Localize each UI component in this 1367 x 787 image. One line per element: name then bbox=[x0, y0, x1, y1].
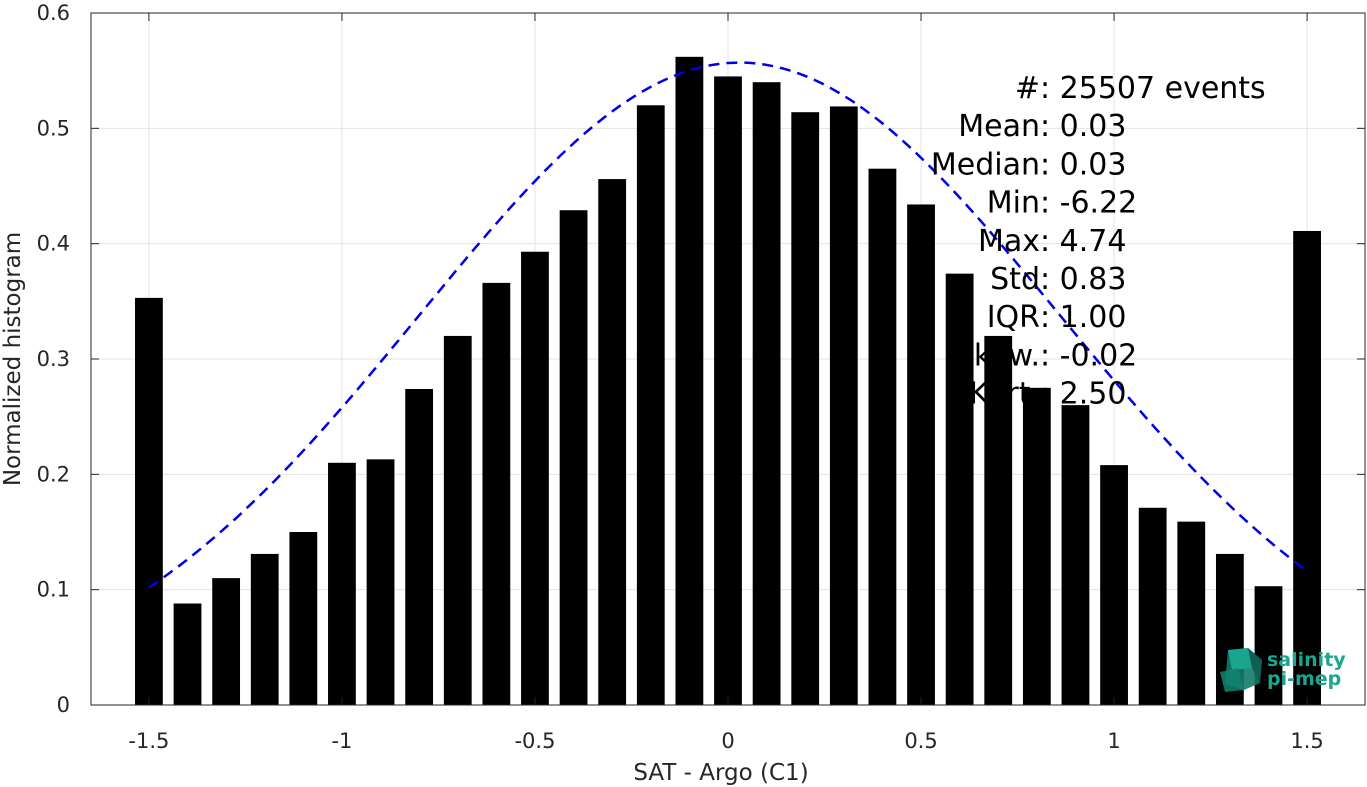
histogram-bar bbox=[1293, 230, 1321, 706]
stat-value: : 0.03 bbox=[1040, 147, 1126, 182]
y-tick-label: 0.1 bbox=[37, 578, 70, 602]
histogram-bar bbox=[1022, 387, 1051, 705]
histogram-bar bbox=[135, 297, 163, 705]
salinity-pi-mep-logo: salinity pi-mep bbox=[1220, 648, 1346, 692]
stat-key: Min bbox=[987, 186, 1040, 221]
stat-value: : 25507 events bbox=[1040, 71, 1266, 106]
stat-value: : 1.00 bbox=[1040, 300, 1126, 335]
histogram-bars bbox=[135, 56, 1321, 706]
x-tick-label: 1.5 bbox=[1290, 729, 1323, 753]
histogram-bar bbox=[443, 335, 472, 705]
histogram-bar bbox=[1100, 465, 1128, 705]
x-tick-label: 0.5 bbox=[904, 729, 937, 753]
stat-value: : 4.74 bbox=[1040, 224, 1126, 259]
histogram-bar bbox=[714, 76, 742, 705]
stat-key: # bbox=[1015, 71, 1040, 106]
histogram-bar bbox=[212, 578, 241, 705]
gaussian-fit-curve bbox=[148, 61, 1308, 589]
histogram-bar bbox=[636, 105, 665, 706]
histogram-bar bbox=[250, 553, 279, 705]
stat-key: Mean bbox=[958, 109, 1040, 144]
histogram-bar bbox=[482, 282, 511, 705]
histogram-bar bbox=[791, 112, 820, 706]
stat-value: : 2.50 bbox=[1040, 377, 1126, 412]
histogram-bar bbox=[1061, 405, 1090, 705]
histogram-bar bbox=[675, 56, 704, 706]
cube-logo-icon bbox=[1220, 648, 1262, 692]
histogram-bar bbox=[559, 210, 588, 705]
histogram-bar bbox=[405, 388, 434, 705]
y-axis-title: Normalized histogram bbox=[0, 232, 26, 486]
histogram-bar bbox=[945, 273, 974, 705]
x-tick-label: 1 bbox=[1107, 729, 1120, 753]
histogram-bar bbox=[1138, 507, 1167, 705]
histogram-bar bbox=[521, 251, 549, 706]
x-axis-title: SAT - Argo (C1) bbox=[633, 760, 808, 786]
y-tick-label: 0.3 bbox=[37, 347, 70, 371]
y-tick-label: 0.6 bbox=[37, 1, 70, 25]
stat-key: Max bbox=[978, 224, 1040, 259]
histogram-bar bbox=[829, 106, 858, 706]
x-tick-label: -1 bbox=[331, 729, 352, 753]
histogram-bar bbox=[598, 179, 627, 705]
histogram-bar bbox=[1177, 521, 1206, 705]
logo-text-line1: salinity bbox=[1267, 649, 1346, 671]
stat-key: Skew. bbox=[955, 338, 1040, 373]
stat-key: Std bbox=[990, 262, 1040, 297]
y-tick-label: 0.2 bbox=[37, 462, 70, 486]
histogram-bar bbox=[907, 204, 935, 705]
x-tick-label: 0 bbox=[721, 729, 734, 753]
x-axis-ticks: -1.5 -1 -0.5 0 0.5 1 1.5 bbox=[128, 13, 1324, 753]
stat-value: : -6.22 bbox=[1040, 186, 1137, 221]
x-tick-label: -0.5 bbox=[514, 729, 555, 753]
stat-value: : 0.03 bbox=[1040, 109, 1126, 144]
histogram-bar bbox=[1254, 586, 1283, 705]
y-tick-label: 0 bbox=[57, 693, 70, 717]
histogram-bar bbox=[173, 603, 202, 705]
histogram-bar bbox=[868, 168, 897, 705]
x-tick-label: -1.5 bbox=[128, 729, 169, 753]
y-tick-label: 0.5 bbox=[37, 116, 70, 140]
y-tick-label: 0.4 bbox=[37, 232, 70, 256]
histogram-bar bbox=[752, 82, 781, 705]
stat-value: : 0.83 bbox=[1040, 262, 1126, 297]
histogram-bar bbox=[984, 335, 1013, 705]
stat-value: : -0.02 bbox=[1040, 338, 1137, 373]
stat-key: Median bbox=[931, 147, 1040, 182]
stat-key: Kurt. bbox=[969, 377, 1040, 412]
stat-key: IQR bbox=[987, 300, 1040, 335]
y-axis-ticks: 0 0.1 0.2 0.3 0.4 0.5 0.6 bbox=[37, 1, 1365, 717]
histogram-bar bbox=[366, 459, 395, 705]
logo-text-line2: pi-mep bbox=[1267, 668, 1341, 690]
histogram-bar bbox=[328, 462, 356, 705]
histogram-bar bbox=[289, 532, 318, 705]
